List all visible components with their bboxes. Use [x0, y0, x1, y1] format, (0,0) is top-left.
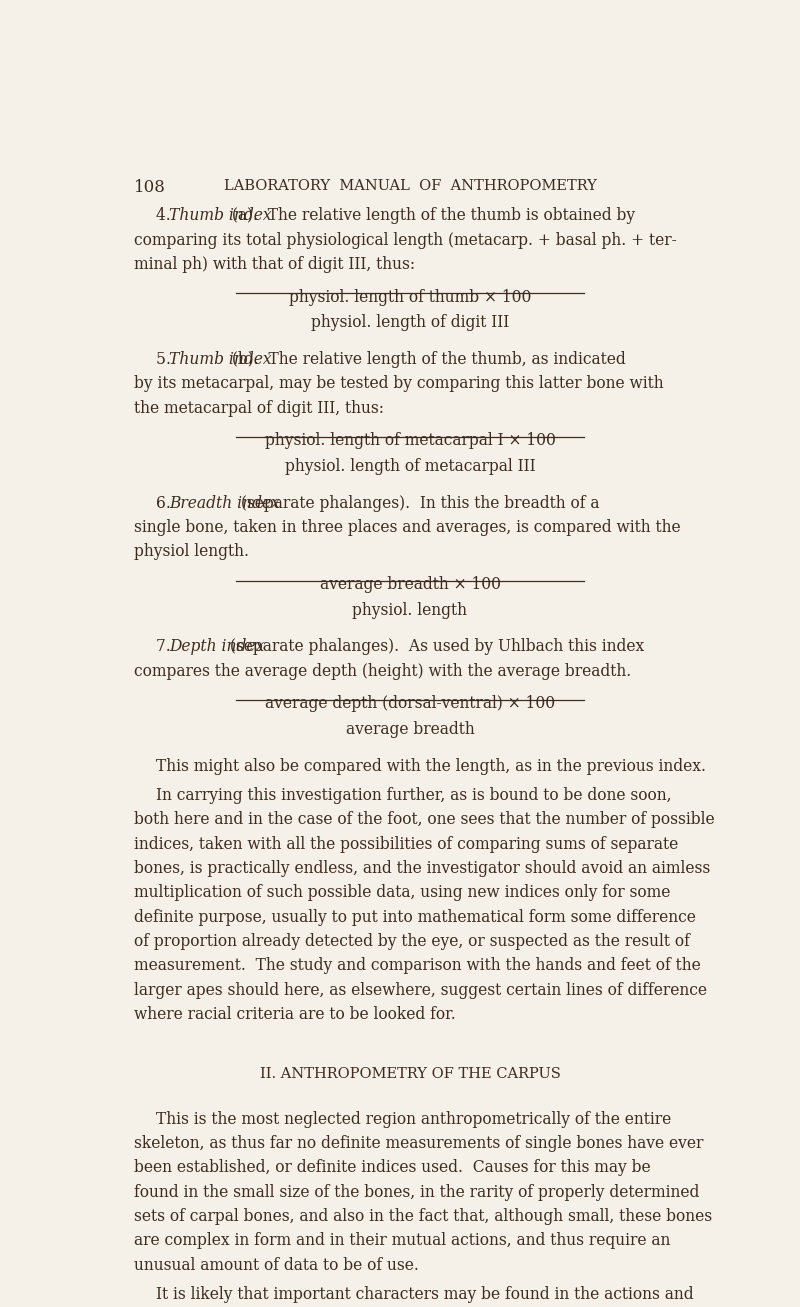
Text: Thumb index: Thumb index [170, 207, 272, 225]
Text: II. ANTHROPOMETRY OF THE CARPUS: II. ANTHROPOMETRY OF THE CARPUS [259, 1067, 561, 1081]
Text: measurement.  The study and comparison with the hands and feet of the: measurement. The study and comparison wi… [134, 957, 701, 974]
Text: This might also be compared with the length, as in the previous index.: This might also be compared with the len… [156, 758, 706, 775]
Text: physiol. length of metacarpal I × 100: physiol. length of metacarpal I × 100 [265, 433, 555, 450]
Text: Depth index: Depth index [170, 638, 265, 655]
Text: It is likely that important characters may be found in the actions and: It is likely that important characters m… [156, 1286, 694, 1303]
Text: average depth (dorsal-ventral) × 100: average depth (dorsal-ventral) × 100 [265, 695, 555, 712]
Text: 7.: 7. [156, 638, 175, 655]
Text: physiol. length of metacarpal III: physiol. length of metacarpal III [285, 457, 535, 474]
Text: physiol. length of digit III: physiol. length of digit III [311, 314, 509, 331]
Text: single bone, taken in three places and averages, is compared with the: single bone, taken in three places and a… [134, 519, 681, 536]
Text: are complex in form and in their mutual actions, and thus require an: are complex in form and in their mutual … [134, 1233, 670, 1249]
Text: 108: 108 [134, 179, 166, 196]
Text: physiol. length of thumb × 100: physiol. length of thumb × 100 [289, 289, 531, 306]
Text: compares the average depth (height) with the average breadth.: compares the average depth (height) with… [134, 663, 631, 680]
Text: 4.: 4. [156, 207, 175, 225]
Text: Breadth index: Breadth index [170, 494, 280, 511]
Text: 6.: 6. [156, 494, 175, 511]
Text: both here and in the case of the foot, one sees that the number of possible: both here and in the case of the foot, o… [134, 812, 714, 829]
Text: (separate phalanges).  As used by Uhlbach this index: (separate phalanges). As used by Uhlbach… [226, 638, 645, 655]
Text: This is the most neglected region anthropometrically of the entire: This is the most neglected region anthro… [156, 1111, 671, 1128]
Text: by its metacarpal, may be tested by comparing this latter bone with: by its metacarpal, may be tested by comp… [134, 375, 664, 392]
Text: average breadth: average breadth [346, 721, 474, 738]
Text: (b).  The relative length of the thumb, as indicated: (b). The relative length of the thumb, a… [227, 350, 626, 367]
Text: unusual amount of data to be of use.: unusual amount of data to be of use. [134, 1257, 419, 1274]
Text: larger apes should here, as elsewhere, suggest certain lines of difference: larger apes should here, as elsewhere, s… [134, 982, 707, 999]
Text: In carrying this investigation further, as is bound to be done soon,: In carrying this investigation further, … [156, 787, 671, 804]
Text: sets of carpal bones, and also in the fact that, although small, these bones: sets of carpal bones, and also in the fa… [134, 1208, 712, 1225]
Text: (separate phalanges).  In this the breadth of a: (separate phalanges). In this the breadt… [237, 494, 600, 511]
Text: skeleton, as thus far no definite measurements of single bones have ever: skeleton, as thus far no definite measur… [134, 1134, 703, 1151]
Text: where racial criteria are to be looked for.: where racial criteria are to be looked f… [134, 1006, 456, 1023]
Text: found in the small size of the bones, in the rarity of properly determined: found in the small size of the bones, in… [134, 1184, 699, 1201]
Text: comparing its total physiological length (metacarp. + basal ph. + ter-: comparing its total physiological length… [134, 231, 677, 248]
Text: indices, taken with all the possibilities of comparing sums of separate: indices, taken with all the possibilitie… [134, 835, 678, 852]
Text: LABORATORY  MANUAL  OF  ANTHROPOMETRY: LABORATORY MANUAL OF ANTHROPOMETRY [223, 179, 597, 193]
Text: average breadth × 100: average breadth × 100 [319, 576, 501, 593]
Text: definite purpose, usually to put into mathematical form some difference: definite purpose, usually to put into ma… [134, 908, 696, 925]
Text: 5.: 5. [156, 350, 176, 367]
Text: bones, is practically endless, and the investigator should avoid an aimless: bones, is practically endless, and the i… [134, 860, 710, 877]
Text: the metacarpal of digit III, thus:: the metacarpal of digit III, thus: [134, 400, 384, 417]
Text: physiol. length: physiol. length [353, 601, 467, 618]
Text: multiplication of such possible data, using new indices only for some: multiplication of such possible data, us… [134, 885, 670, 902]
Text: (a).  The relative length of the thumb is obtained by: (a). The relative length of the thumb is… [227, 207, 635, 225]
Text: of proportion already detected by the eye, or suspected as the result of: of proportion already detected by the ey… [134, 933, 690, 950]
Text: physiol length.: physiol length. [134, 544, 249, 561]
Text: minal ph) with that of digit III, thus:: minal ph) with that of digit III, thus: [134, 256, 415, 273]
Text: been established, or definite indices used.  Causes for this may be: been established, or definite indices us… [134, 1159, 650, 1176]
Text: Thumb index: Thumb index [170, 350, 272, 367]
